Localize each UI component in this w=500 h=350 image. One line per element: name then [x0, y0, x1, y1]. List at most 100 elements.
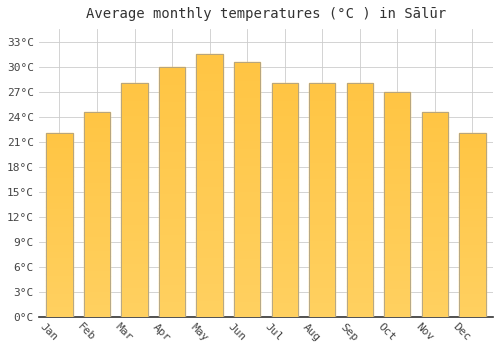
Bar [234, 62, 260, 71]
Bar [384, 182, 410, 189]
Bar [460, 274, 485, 280]
Bar [272, 270, 298, 278]
Bar [84, 208, 110, 215]
Bar [384, 204, 410, 212]
Bar [159, 300, 185, 308]
Bar [159, 233, 185, 242]
Bar [159, 133, 185, 142]
Bar [234, 232, 260, 240]
Bar [196, 107, 223, 116]
Bar [346, 99, 373, 107]
Bar [346, 239, 373, 247]
Bar [46, 262, 72, 268]
Bar [272, 192, 298, 200]
Bar [46, 152, 72, 158]
Bar [46, 237, 72, 243]
Bar [122, 177, 148, 184]
Bar [159, 66, 185, 75]
Bar [460, 250, 485, 256]
Bar [46, 182, 72, 188]
Bar [46, 133, 72, 317]
Bar [460, 176, 485, 182]
Bar [384, 272, 410, 279]
Bar [384, 189, 410, 197]
Bar [84, 181, 110, 187]
Bar [234, 249, 260, 258]
Bar [422, 187, 448, 194]
Bar [422, 228, 448, 235]
Bar [384, 212, 410, 219]
Bar [384, 99, 410, 107]
Bar [422, 133, 448, 140]
Bar [346, 83, 373, 91]
Bar [196, 54, 223, 63]
Bar [272, 161, 298, 169]
Bar [309, 239, 336, 247]
Bar [309, 177, 336, 184]
Bar [122, 114, 148, 122]
Bar [309, 114, 336, 122]
Bar [346, 130, 373, 138]
Bar [46, 146, 72, 152]
Bar [84, 112, 110, 317]
Bar [196, 80, 223, 89]
Bar [159, 275, 185, 284]
Bar [234, 164, 260, 173]
Bar [309, 99, 336, 107]
Bar [422, 310, 448, 317]
Bar [46, 299, 72, 304]
Bar [309, 130, 336, 138]
Bar [196, 290, 223, 299]
Bar [384, 242, 410, 249]
Bar [234, 139, 260, 147]
Bar [159, 125, 185, 133]
Bar [84, 119, 110, 126]
Bar [309, 309, 336, 317]
Bar [422, 283, 448, 289]
Bar [46, 304, 72, 311]
Bar [272, 208, 298, 216]
Bar [422, 194, 448, 201]
Bar [422, 160, 448, 167]
Bar [234, 130, 260, 139]
Bar [196, 177, 223, 186]
Bar [159, 142, 185, 150]
Bar [46, 195, 72, 201]
Bar [159, 83, 185, 92]
Bar [122, 192, 148, 200]
Bar [309, 153, 336, 161]
Bar [346, 184, 373, 192]
Bar [384, 92, 410, 99]
Bar [309, 83, 336, 91]
Bar [384, 249, 410, 257]
Bar [422, 153, 448, 160]
Bar [272, 239, 298, 247]
Bar [84, 174, 110, 181]
Bar [460, 225, 485, 231]
Bar [234, 173, 260, 181]
Bar [346, 169, 373, 177]
Bar [46, 256, 72, 262]
Bar [272, 177, 298, 184]
Bar [84, 201, 110, 208]
Bar [422, 147, 448, 153]
Bar [309, 138, 336, 146]
Bar [84, 187, 110, 194]
Bar [46, 201, 72, 207]
Bar [460, 152, 485, 158]
Bar [122, 169, 148, 177]
Bar [234, 190, 260, 198]
Bar [384, 279, 410, 287]
Bar [422, 112, 448, 317]
Bar [460, 133, 485, 139]
Bar [46, 286, 72, 292]
Bar [460, 170, 485, 176]
Bar [196, 203, 223, 212]
Bar [196, 247, 223, 256]
Bar [309, 286, 336, 293]
Bar [346, 146, 373, 153]
Bar [196, 238, 223, 247]
Bar [159, 183, 185, 192]
Bar [422, 249, 448, 256]
Bar [234, 79, 260, 88]
